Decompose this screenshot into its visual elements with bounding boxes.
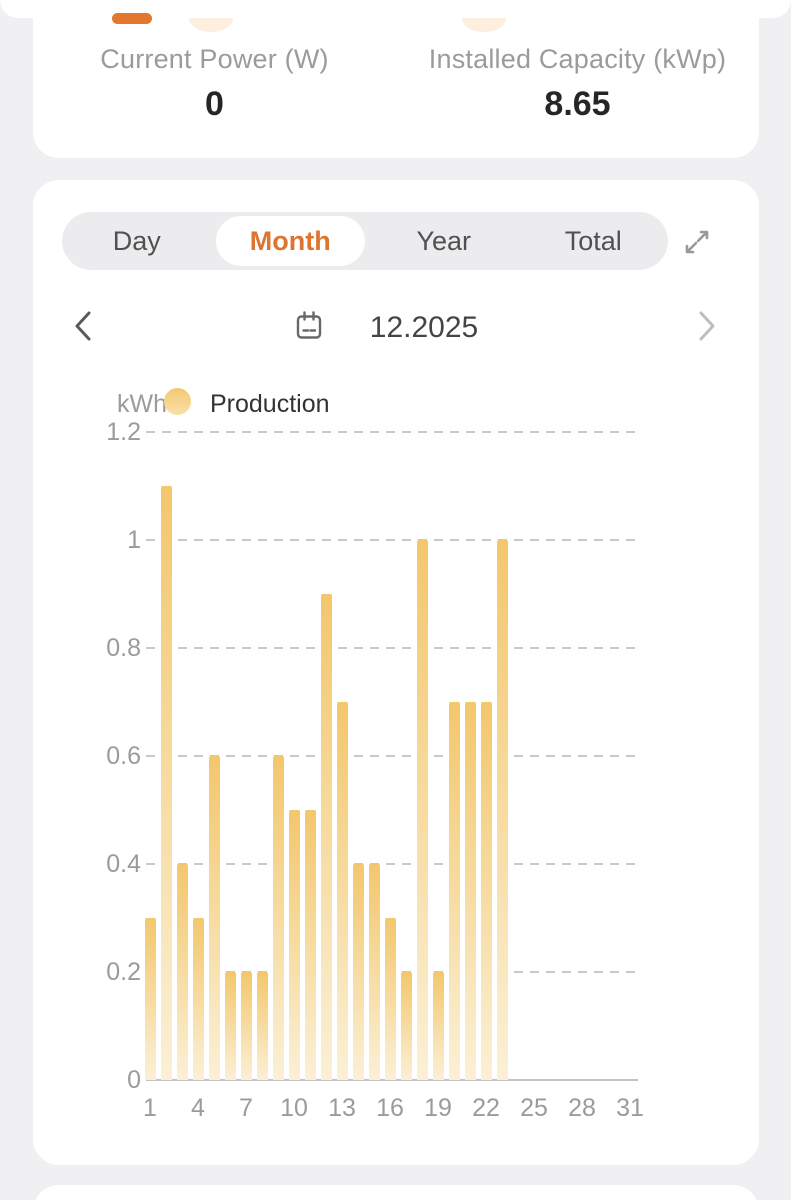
- stat-current-power: Current Power (W) 0: [33, 44, 396, 124]
- x-axis-tick-label: 16: [376, 1094, 404, 1122]
- production-bar-day-9[interactable]: [272, 756, 284, 1080]
- production-bar-day-4[interactable]: [192, 918, 204, 1080]
- installed-capacity-value: 8.65: [544, 85, 611, 123]
- gridline: [146, 431, 638, 433]
- x-axis-tick-label: 25: [520, 1094, 548, 1122]
- gridline: [146, 863, 638, 865]
- gridline: [146, 755, 638, 757]
- production-bar-day-20[interactable]: [448, 702, 460, 1080]
- next-month-button[interactable]: [697, 310, 717, 342]
- x-axis-tick-label: 13: [328, 1094, 356, 1122]
- stat-installed-capacity: Installed Capacity (kWp) 8.65: [396, 44, 759, 124]
- production-bar-day-13[interactable]: [336, 702, 348, 1080]
- header-sheet-remnant: [0, 0, 791, 18]
- production-bar-day-10[interactable]: [288, 810, 300, 1080]
- production-bar-day-12[interactable]: [320, 594, 332, 1080]
- production-bar-day-7[interactable]: [240, 972, 252, 1080]
- chevron-left-icon: [75, 311, 91, 341]
- production-legend-label[interactable]: Production: [210, 390, 330, 418]
- overview-card: Current Power (W) 0 Installed Capacity (…: [33, 0, 759, 158]
- calendar-picker-button[interactable]: [294, 310, 324, 342]
- prev-month-button[interactable]: [73, 310, 93, 342]
- production-bar-day-16[interactable]: [384, 918, 396, 1080]
- production-bar-day-14[interactable]: [352, 864, 364, 1080]
- x-axis-tick-label: 22: [472, 1094, 500, 1122]
- production-bar-day-8[interactable]: [256, 972, 268, 1080]
- production-bar-day-22[interactable]: [480, 702, 492, 1080]
- production-bar-day-11[interactable]: [304, 810, 316, 1080]
- gridline: [146, 539, 638, 541]
- tab-indicator-remnant: [112, 13, 152, 24]
- current-power-label: Current Power (W): [100, 44, 329, 74]
- production-bar-day-23[interactable]: [496, 540, 508, 1080]
- y-axis-tick-label: 0.8: [106, 634, 141, 662]
- production-bar-day-3[interactable]: [176, 864, 188, 1080]
- production-bar-day-21[interactable]: [464, 702, 476, 1080]
- y-axis-tick-label: 1: [127, 526, 141, 554]
- x-axis-tick-label: 7: [239, 1094, 253, 1122]
- y-axis-tick-label: 0.4: [106, 850, 141, 878]
- y-axis-tick-label: 0.6: [106, 742, 141, 770]
- chevron-right-icon: [699, 311, 715, 341]
- tab-total[interactable]: Total: [564, 225, 622, 256]
- tab-year[interactable]: Year: [416, 225, 472, 256]
- calendar-icon: [296, 311, 322, 339]
- y-axis-unit-label: kWh: [117, 390, 167, 418]
- y-axis-tick-label: 0: [127, 1066, 141, 1094]
- y-axis-tick-label: 1.2: [106, 418, 141, 446]
- production-bar-day-18[interactable]: [416, 540, 428, 1080]
- current-power-value: 0: [205, 85, 224, 123]
- production-bar-day-15[interactable]: [368, 864, 380, 1080]
- production-bar-day-2[interactable]: [160, 486, 172, 1080]
- x-axis-line: [146, 1079, 638, 1081]
- production-bar-day-19[interactable]: [432, 972, 444, 1080]
- next-card-remnant: [33, 1185, 759, 1200]
- tab-month[interactable]: Month: [215, 216, 365, 266]
- production-bar-day-6[interactable]: [224, 972, 236, 1080]
- stats-row: Current Power (W) 0 Installed Capacity (…: [33, 0, 759, 124]
- gridline: [146, 647, 638, 649]
- x-axis-tick-label: 4: [191, 1094, 205, 1122]
- production-chart-card: Day Month Year Total: [33, 180, 759, 1165]
- tab-day[interactable]: Day: [112, 225, 161, 256]
- production-bar-day-17[interactable]: [400, 972, 412, 1080]
- expand-arrows-icon: [685, 230, 709, 254]
- selected-period-label: 12.2025: [369, 311, 479, 344]
- production-legend-marker-icon: [164, 388, 191, 415]
- period-tabs: Day Month Year Total: [62, 212, 668, 270]
- expand-button[interactable]: [681, 226, 713, 258]
- production-bar-day-5[interactable]: [208, 756, 220, 1080]
- installed-capacity-label: Installed Capacity (kWp): [428, 44, 727, 74]
- y-axis-tick-label: 0.2: [106, 958, 141, 986]
- x-axis-tick-label: 1: [143, 1094, 157, 1122]
- x-axis-tick-label: 19: [424, 1094, 452, 1122]
- x-axis-tick-label: 10: [280, 1094, 308, 1122]
- x-axis-tick-label: 28: [568, 1094, 596, 1122]
- x-axis-tick-label: 31: [616, 1094, 644, 1122]
- production-bar-day-1[interactable]: [144, 918, 156, 1080]
